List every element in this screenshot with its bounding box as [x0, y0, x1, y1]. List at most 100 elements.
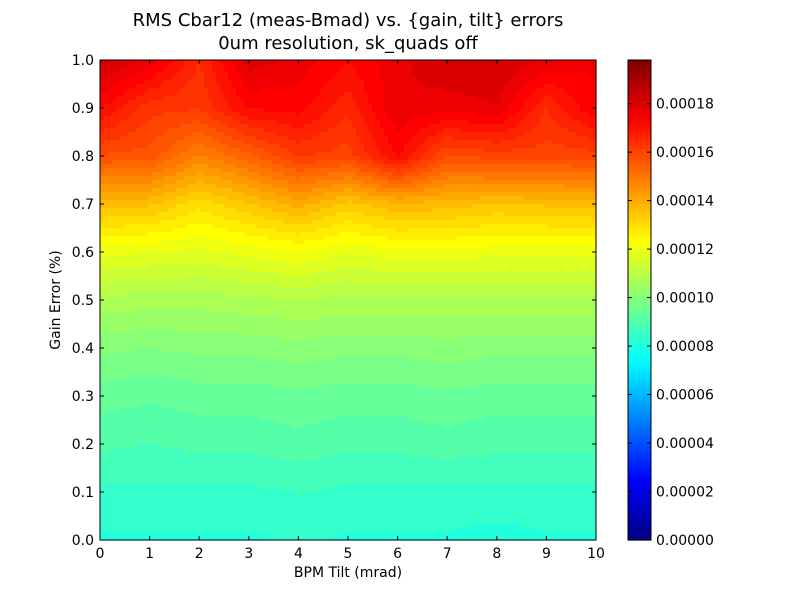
contour-cell — [124, 180, 129, 185]
contour-cell — [108, 188, 113, 193]
contour-cell — [240, 164, 245, 169]
contour-cell — [384, 144, 389, 149]
contour-cell — [164, 184, 169, 189]
contour-cell — [324, 60, 329, 65]
contour-cell — [252, 64, 257, 69]
contour-cell — [164, 76, 169, 81]
contour-cell — [576, 108, 581, 113]
contour-cell — [124, 80, 129, 85]
contour-cell — [332, 112, 337, 117]
contour-cell — [436, 124, 441, 129]
contour-cell — [140, 108, 145, 113]
contour-cell — [352, 96, 357, 101]
contour-cell — [124, 72, 129, 77]
contour-cell — [276, 184, 281, 189]
contour-cell — [568, 96, 573, 101]
contour-cell — [588, 104, 593, 109]
contour-cell — [368, 176, 373, 181]
contour-cell — [368, 168, 373, 173]
contour-cell — [220, 192, 225, 197]
contour-cell — [168, 196, 173, 201]
contour-cell — [400, 148, 405, 153]
contour-cell — [496, 140, 501, 145]
contour-cell — [448, 120, 453, 125]
contour-cell — [576, 136, 581, 141]
contour-cell — [540, 160, 545, 165]
contour-cell — [268, 216, 273, 221]
contour-cell — [260, 192, 265, 197]
contour-cell — [360, 208, 365, 213]
contour-cell — [540, 116, 545, 121]
contour-cell — [120, 152, 125, 157]
contour-cell — [316, 164, 321, 169]
contour-cell — [400, 204, 405, 209]
contour-cell — [524, 176, 529, 181]
contour-cell — [592, 180, 597, 185]
contour-cell — [256, 192, 261, 197]
contour-cell — [456, 96, 461, 101]
contour-cell — [500, 172, 505, 177]
contour-cell — [304, 80, 309, 85]
contour-cell — [548, 180, 553, 185]
contour-cell — [480, 128, 485, 133]
contour-cell — [544, 144, 549, 149]
contour-cell — [480, 84, 485, 89]
contour-cell — [356, 108, 361, 113]
contour-cell — [308, 92, 313, 97]
contour-cell — [184, 72, 189, 77]
contour-cell — [144, 60, 149, 65]
contour-cell — [232, 128, 237, 133]
contour-cell — [460, 136, 465, 141]
contour-cell — [268, 148, 273, 153]
contour-cell — [300, 132, 305, 137]
contour-cell — [356, 216, 361, 221]
contour-cell — [568, 200, 573, 205]
contour-cell — [592, 176, 597, 181]
contour-cell — [304, 88, 309, 93]
contour-cell — [496, 136, 501, 141]
contour-cell — [420, 208, 425, 213]
contour-cell — [572, 124, 577, 129]
contour-cell — [260, 148, 265, 153]
contour-cell — [248, 188, 253, 193]
contour-cell — [468, 144, 473, 149]
contour-cell — [456, 64, 461, 69]
contour-cell — [148, 108, 153, 113]
contour-cell — [408, 212, 413, 217]
contour-cell — [436, 80, 441, 85]
contour-cell — [200, 176, 205, 181]
contour-cell — [268, 212, 273, 217]
contour-cell — [436, 196, 441, 201]
contour-cell — [492, 196, 497, 201]
contour-cell — [168, 124, 173, 129]
contour-cell — [184, 148, 189, 153]
contour-cell — [532, 104, 537, 109]
contour-cell — [412, 72, 417, 77]
contour-cell — [244, 124, 249, 129]
contour-cell — [228, 220, 233, 225]
contour-cell — [104, 168, 109, 173]
contour-cell — [148, 172, 153, 177]
contour-cell — [152, 132, 157, 137]
contour-cell — [188, 156, 193, 161]
contour-cell — [404, 68, 409, 73]
contour-cell — [492, 72, 497, 77]
contour-cell — [192, 124, 197, 129]
contour-cell — [112, 148, 117, 153]
contour-cell — [340, 140, 345, 145]
contour-cell — [112, 104, 117, 109]
contour-cell — [160, 176, 165, 181]
contour-cell — [248, 160, 253, 165]
contour-cell — [272, 100, 277, 105]
contour-cell — [192, 216, 197, 221]
contour-cell — [452, 212, 457, 217]
contour-cell — [480, 68, 485, 73]
contour-cell — [136, 160, 141, 165]
contour-cell — [364, 192, 369, 197]
contour-cell — [532, 96, 537, 101]
contour-cell — [260, 112, 265, 117]
contour-cell — [308, 96, 313, 101]
contour-cell — [460, 172, 465, 177]
contour-cell — [572, 200, 577, 205]
contour-cell — [300, 88, 305, 93]
